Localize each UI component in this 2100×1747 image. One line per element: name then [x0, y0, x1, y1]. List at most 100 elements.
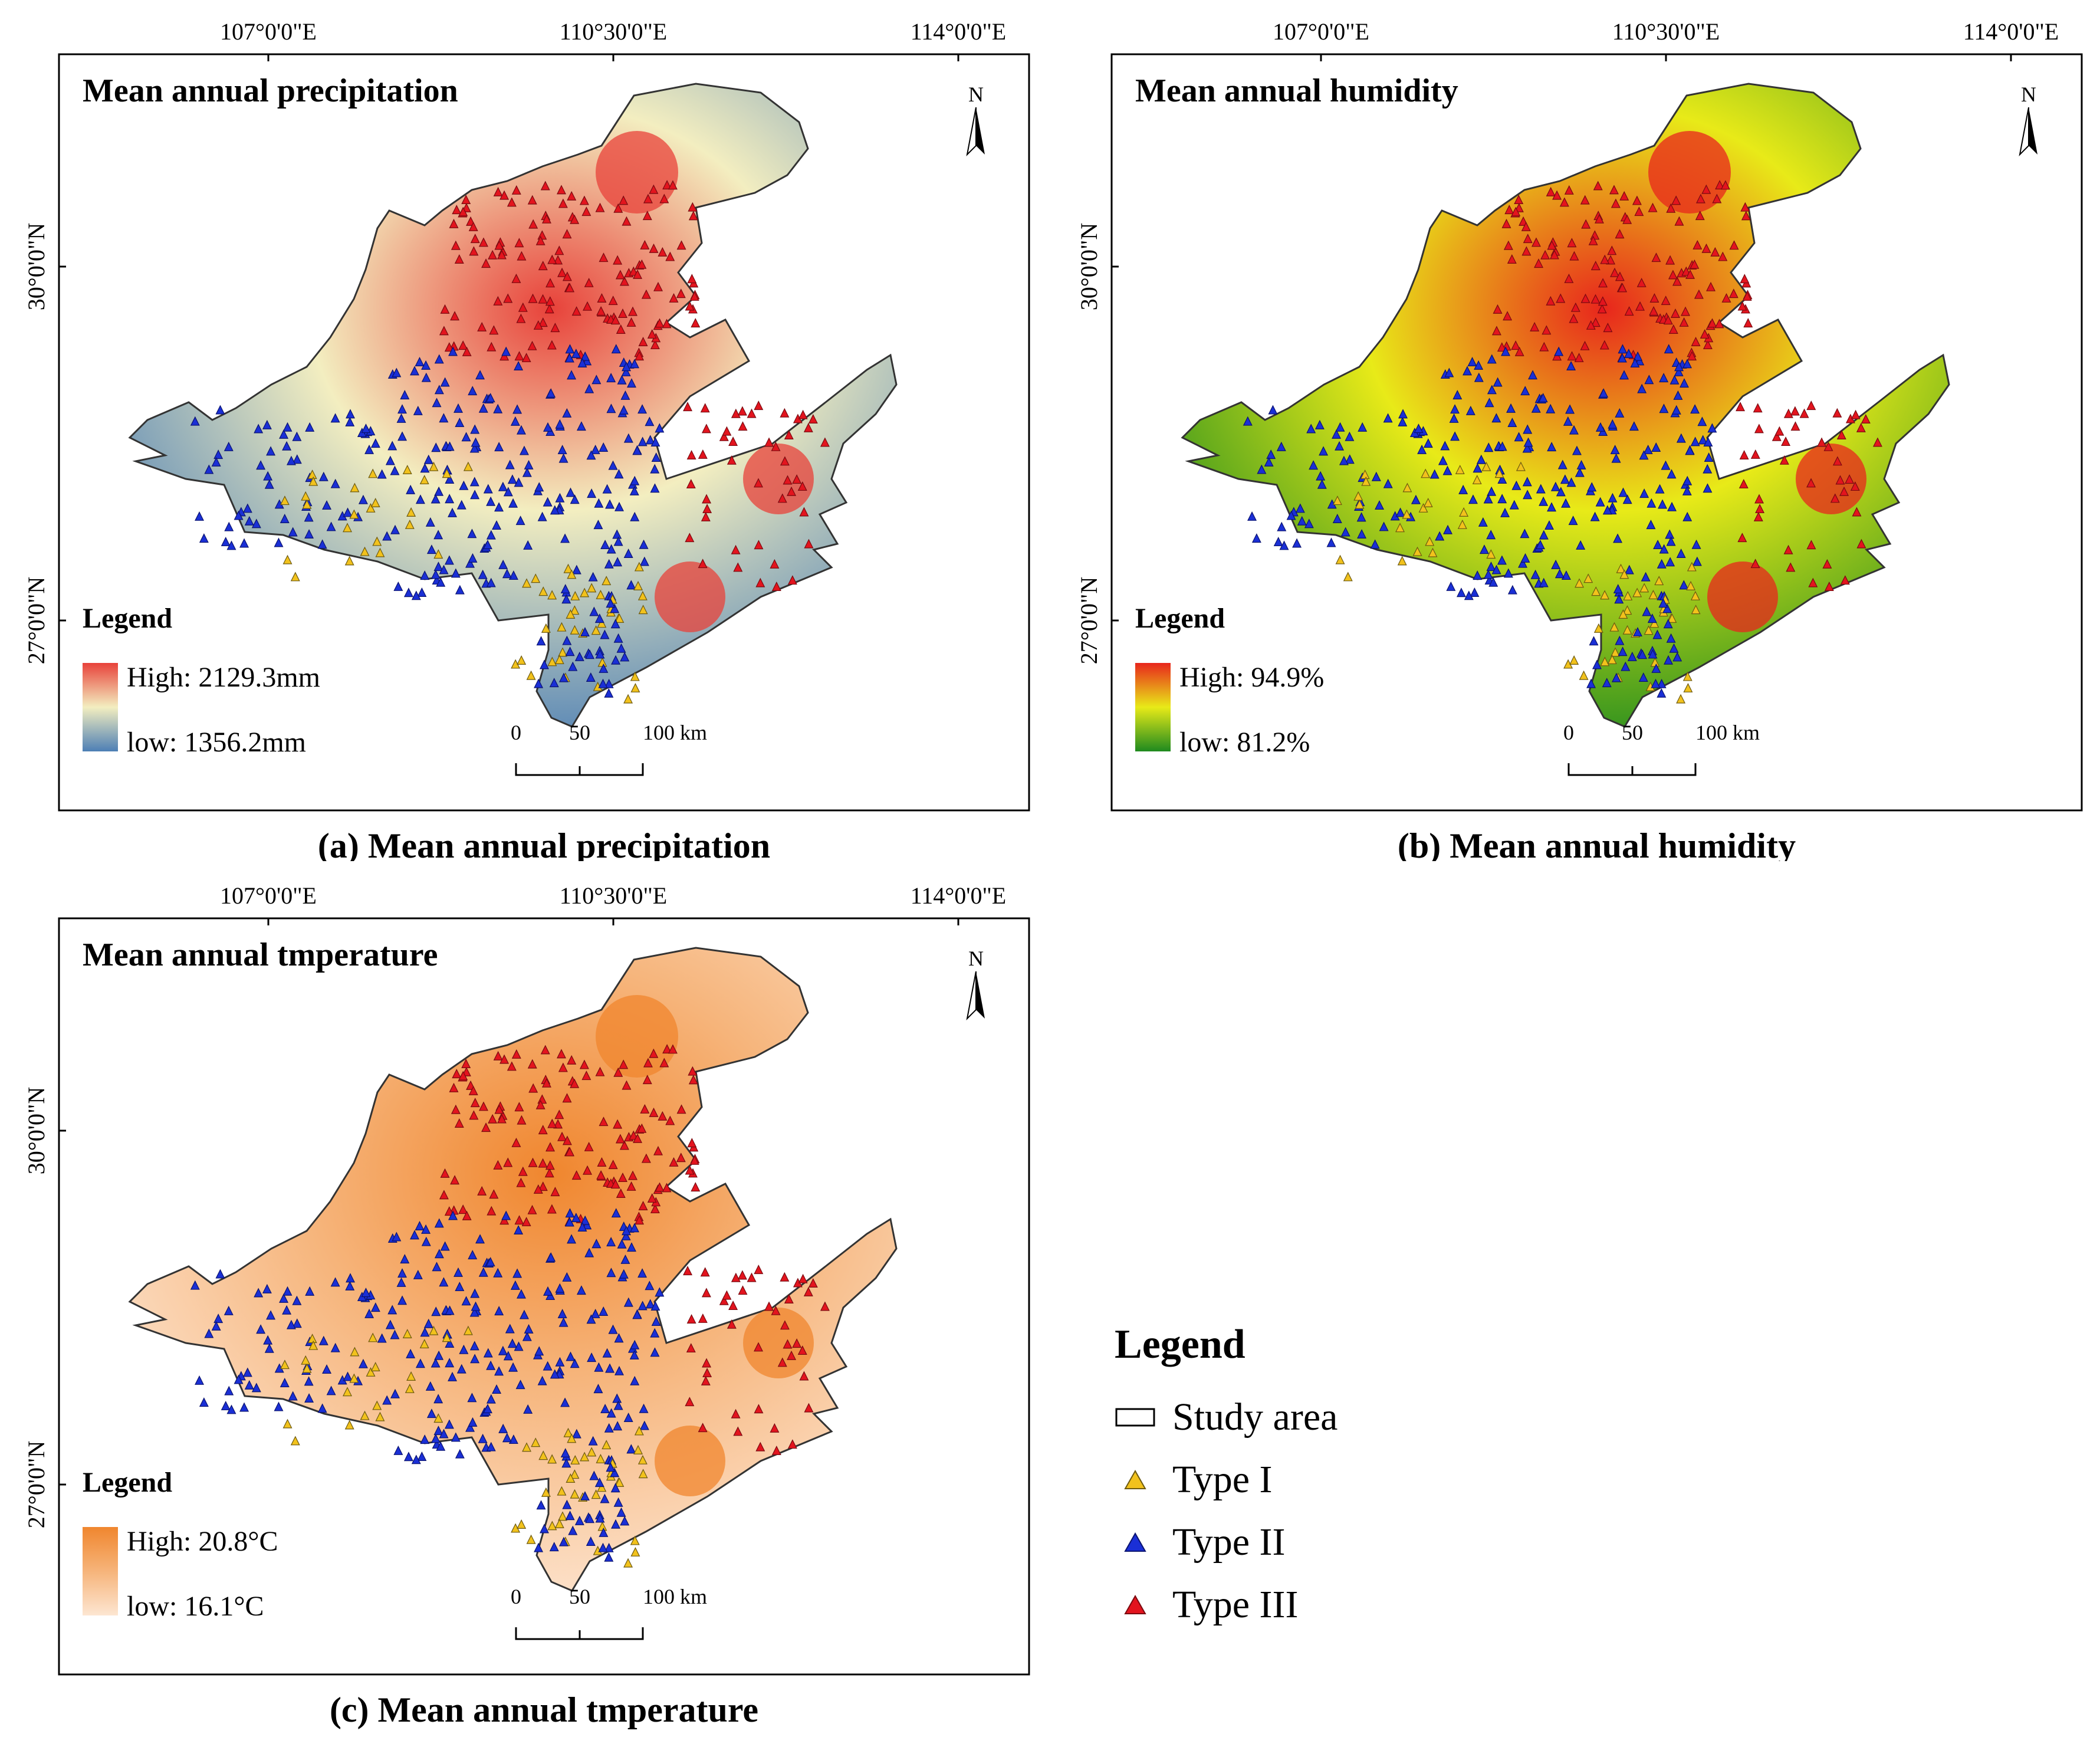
station-triangle — [591, 1489, 601, 1499]
station-triangle — [1852, 507, 1862, 517]
station-triangle — [1615, 229, 1625, 239]
station-triangle — [688, 1075, 698, 1085]
station-triangle — [304, 529, 314, 539]
station-triangle — [558, 1511, 567, 1521]
station-triangle — [586, 1536, 596, 1546]
station-triangle — [596, 1170, 606, 1180]
station-triangle — [647, 1193, 657, 1203]
station-triangle — [1463, 366, 1473, 376]
station-triangle — [1509, 500, 1519, 510]
station-triangle — [626, 1444, 636, 1454]
station-triangle — [731, 408, 741, 418]
station-triangle — [542, 214, 551, 224]
station-triangle — [1662, 603, 1672, 613]
station-triangle — [415, 494, 425, 504]
station-triangle — [508, 1434, 518, 1444]
station-triangle — [1707, 318, 1717, 328]
station-triangle — [588, 572, 598, 582]
station-triangle — [1511, 480, 1521, 490]
station-triangle — [1783, 544, 1793, 554]
station-triangle — [518, 1166, 528, 1176]
station-triangle — [623, 1558, 633, 1568]
station-triangle — [478, 403, 488, 413]
station-triangle — [1830, 493, 1840, 503]
station-triangle — [279, 429, 289, 439]
station-triangle — [1667, 613, 1677, 623]
station-triangle — [700, 403, 710, 413]
station-triangle — [510, 416, 520, 426]
station-triangle — [568, 661, 578, 671]
station-triangle — [1530, 569, 1540, 579]
station-triangle — [1476, 454, 1486, 464]
station-triangle — [538, 586, 548, 596]
station-triangle — [567, 1055, 577, 1065]
station-triangle — [1691, 605, 1701, 615]
station-triangle — [629, 1349, 639, 1359]
station-triangle — [1665, 529, 1675, 539]
station-triangle — [451, 240, 461, 250]
station-triangle — [1710, 247, 1720, 257]
station-triangle — [343, 1371, 353, 1381]
station-triangle — [583, 1165, 593, 1175]
station-triangle — [492, 520, 502, 530]
station-triangle — [1595, 214, 1604, 224]
longitude-tick-label: 107°0'0"E — [220, 18, 317, 45]
station-triangle — [582, 1220, 592, 1230]
station-triangle — [522, 1442, 532, 1452]
station-triangle — [534, 1346, 544, 1356]
station-triangle — [637, 1301, 648, 1311]
station-triangle — [562, 1135, 572, 1145]
station-triangle — [1486, 549, 1496, 559]
station-triangle — [375, 547, 385, 557]
station-triangle — [1638, 672, 1648, 682]
station-triangle — [1610, 267, 1620, 277]
station-triangle — [1569, 251, 1579, 261]
station-triangle — [588, 1436, 598, 1446]
station-triangle — [622, 216, 632, 226]
station-triangle — [630, 1535, 640, 1545]
station-triangle — [326, 521, 336, 531]
station-triangle — [669, 1157, 679, 1167]
station-triangle — [602, 1348, 612, 1358]
station-triangle — [1701, 243, 1711, 253]
station-triangle — [439, 1429, 449, 1439]
svg-text:100 km: 100 km — [643, 721, 707, 744]
legend-item-label: Type III — [1172, 1583, 1299, 1626]
station-triangle — [226, 1404, 236, 1414]
station-triangle — [701, 1375, 711, 1385]
station-triangle — [698, 1313, 708, 1323]
scale-bar: 0 50 100 km — [511, 721, 707, 776]
station-triangle — [547, 1521, 557, 1531]
station-triangle — [571, 1170, 581, 1180]
station-triangle — [686, 450, 696, 460]
station-triangle — [602, 576, 612, 586]
station-triangle — [322, 1364, 332, 1374]
station-triangle — [565, 1510, 575, 1521]
station-triangle — [1737, 533, 1747, 543]
station-triangle — [215, 405, 225, 415]
station-triangle — [1633, 351, 1643, 361]
station-triangle — [1563, 416, 1573, 426]
station-triangle — [516, 1177, 526, 1187]
station-triangle — [563, 1427, 573, 1437]
station-triangle — [434, 1350, 444, 1360]
station-triangle — [820, 1301, 830, 1311]
station-triangle — [620, 1516, 630, 1526]
legend-item-type-3: Type III — [1115, 1574, 1527, 1636]
station-triangle — [486, 530, 496, 540]
station-triangle — [488, 1114, 498, 1124]
station-triangle — [280, 1359, 290, 1370]
station-triangle — [1435, 531, 1445, 541]
station-triangle — [478, 1267, 488, 1277]
station-triangle — [350, 1347, 360, 1357]
station-triangle — [1286, 510, 1296, 520]
station-triangle — [288, 1391, 298, 1401]
station-triangle — [669, 293, 679, 303]
station-triangle — [224, 441, 234, 451]
station-triangle — [565, 344, 575, 354]
station-triangle — [403, 1452, 413, 1462]
station-triangle — [282, 422, 293, 432]
station-triangle — [471, 437, 481, 447]
station-triangle — [632, 445, 642, 455]
station-triangle — [594, 498, 604, 508]
